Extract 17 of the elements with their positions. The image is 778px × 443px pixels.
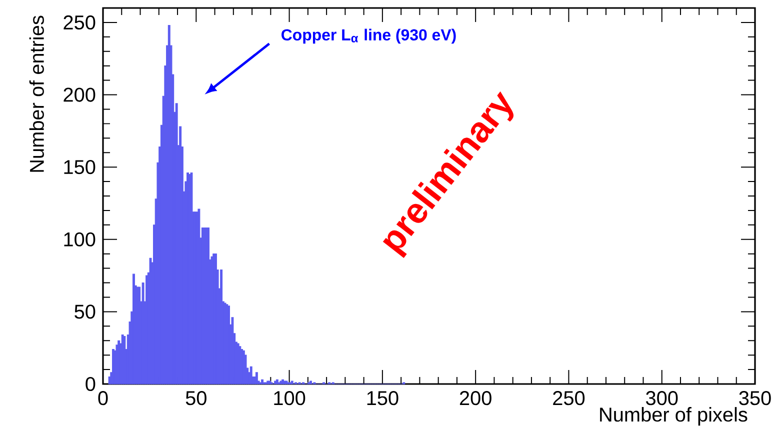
y-axis-title: Number of entries xyxy=(29,16,44,172)
y-tick-label: 250 xyxy=(64,15,96,30)
annotation: Copper L$_{α}$ line (930 eV) xyxy=(282,28,456,44)
y-tick-label: 150 xyxy=(64,160,96,174)
x-tick-label: 300 xyxy=(646,391,678,406)
y-tick-label: 50 xyxy=(74,304,96,319)
x-tick-label: 150 xyxy=(367,391,398,406)
x-tick-label: 50 xyxy=(186,391,206,406)
x-axis-title: Number of pixels xyxy=(600,407,748,426)
y-tick-label: 200 xyxy=(64,88,96,102)
y-tick-label: 100 xyxy=(64,232,96,246)
x-tick-label: 250 xyxy=(553,391,585,406)
x-tick-label: 100 xyxy=(274,391,306,406)
y-tick-label: 0 xyxy=(86,376,96,392)
x-tick-label: 200 xyxy=(460,391,492,406)
x-tick-label: 350 xyxy=(739,391,771,406)
x-tick-label: 0 xyxy=(98,391,108,406)
